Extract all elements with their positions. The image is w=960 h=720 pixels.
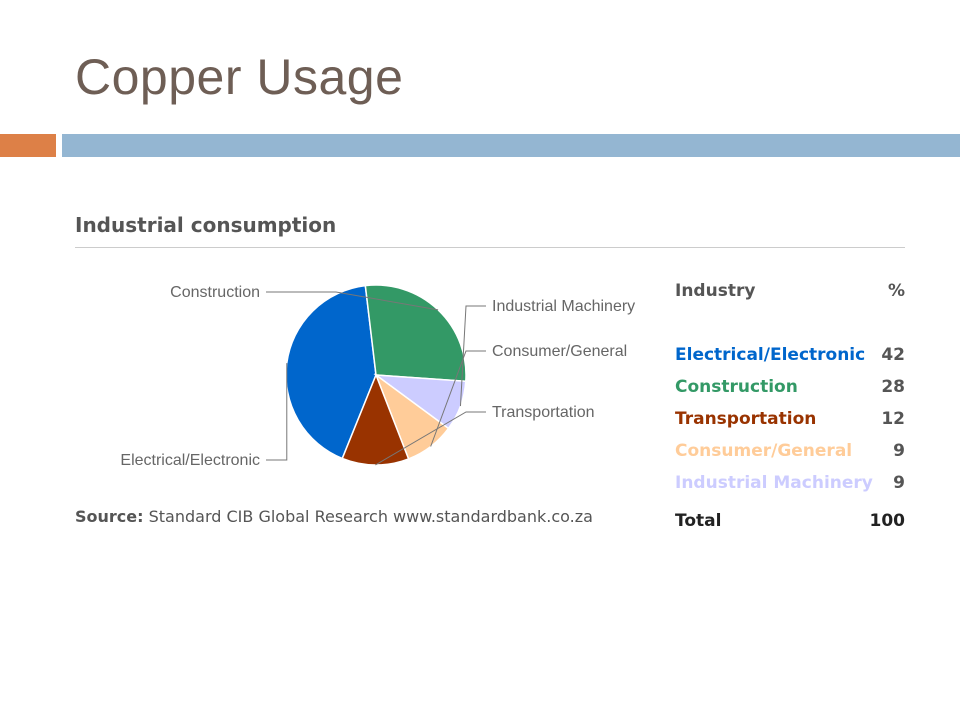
row-percent: 9 [893,441,905,461]
row-industry: Consumer/General [675,440,853,461]
table-row: Electrical/Electronic 42 [675,339,905,371]
total-label: Total [675,511,722,531]
header-industry: Industry [675,281,756,301]
row-percent: 12 [881,409,905,429]
row-industry: Electrical/Electronic [675,344,866,365]
total-value: 100 [869,511,906,531]
pie-label: Consumer/General [492,343,627,360]
table-total-row: Total 100 [675,511,905,531]
leader-line [266,363,288,461]
row-percent: 42 [881,345,905,365]
pie-label: Electrical/Electronic [120,452,260,469]
table-header: Industry % [675,281,905,339]
source-text: Standard CIB Global Research www.standar… [148,507,593,526]
row-percent: 28 [881,377,905,397]
slide-title: Copper Usage [75,49,404,105]
accent-bar-orange [0,134,56,157]
chart-title: Industrial consumption [75,213,337,237]
table-row: Industrial Machinery 9 [675,467,905,499]
leader-line [375,411,486,466]
source-note: Source: Standard CIB Global Research www… [75,507,593,526]
leader-line [459,305,486,407]
source-prefix: Source: [75,507,144,526]
row-industry: Transportation [675,408,817,429]
leader-line [430,350,486,447]
title-divider [75,247,905,248]
header-percent: % [887,281,905,301]
table-row: Consumer/General 9 [675,435,905,467]
row-percent: 9 [893,473,905,493]
row-industry: Construction [675,376,798,397]
pie-label: Construction [170,284,260,301]
data-table: Industry % Electrical/Electronic 42 Constr… [675,281,905,531]
table-body: Electrical/Electronic 42 Construction 28 Tra… [675,339,905,499]
table-row: Transportation 12 [675,403,905,435]
accent-bar-blue [62,134,960,157]
row-industry: Industrial Machinery [675,472,873,493]
leader-line [266,291,439,311]
table-row: Construction 28 [675,371,905,403]
pie-label: Industrial Machinery [492,298,635,315]
pie-label: Transportation [492,404,595,421]
pie-chart: Electrical/Electronic Construction Industr… [120,284,635,469]
